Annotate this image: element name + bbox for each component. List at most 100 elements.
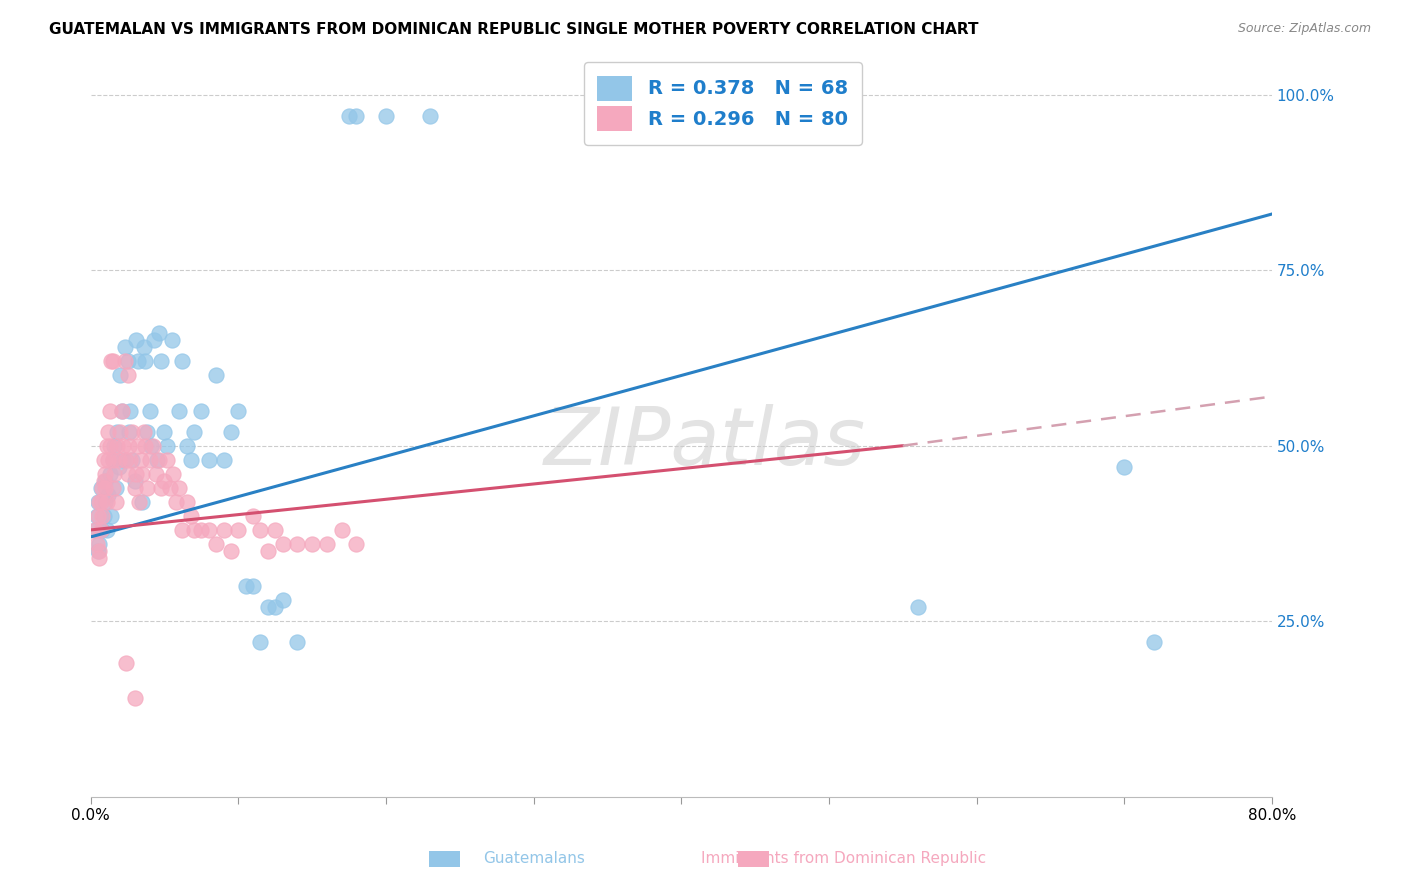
Point	[101, 481, 124, 495]
Point	[120, 452, 142, 467]
Point	[100, 508, 122, 523]
Point	[146, 452, 169, 467]
Point	[90, 495, 112, 509]
Point	[131, 495, 153, 509]
Point	[301, 537, 323, 551]
Point	[118, 439, 141, 453]
Point	[256, 544, 278, 558]
Point	[96, 523, 118, 537]
Point	[94, 481, 117, 495]
Point	[138, 403, 160, 417]
Point	[107, 452, 129, 467]
Point	[98, 467, 121, 481]
Point	[114, 354, 136, 368]
Point	[419, 109, 441, 123]
Point	[205, 368, 228, 383]
Point	[94, 474, 117, 488]
Point	[131, 467, 153, 481]
Point	[117, 467, 139, 481]
Point	[101, 354, 124, 368]
Point	[117, 354, 139, 368]
Point	[112, 452, 135, 467]
Point	[97, 452, 120, 467]
Point	[105, 439, 128, 453]
Point	[86, 508, 108, 523]
Point	[135, 425, 157, 439]
Point	[907, 600, 929, 615]
Point	[107, 459, 129, 474]
Point	[115, 657, 138, 671]
Point	[114, 340, 136, 354]
Point	[118, 425, 141, 439]
Point	[127, 439, 149, 453]
Point	[98, 403, 121, 417]
Point	[97, 425, 120, 439]
Point	[97, 488, 120, 502]
Point	[285, 537, 308, 551]
Point	[264, 523, 287, 537]
Point	[89, 551, 111, 566]
Point	[100, 354, 122, 368]
Point	[124, 474, 146, 488]
Point	[197, 452, 219, 467]
Point	[84, 523, 107, 537]
Point	[87, 495, 110, 509]
Point	[160, 334, 183, 348]
Point	[176, 495, 198, 509]
Point	[129, 452, 152, 467]
Point	[197, 523, 219, 537]
Point	[111, 403, 134, 417]
Point	[219, 544, 242, 558]
Point	[271, 593, 294, 607]
Point	[86, 537, 108, 551]
Point	[103, 439, 125, 453]
Point	[176, 439, 198, 453]
Point	[101, 452, 124, 467]
Point	[1143, 635, 1166, 649]
Point	[90, 523, 112, 537]
Point	[285, 635, 308, 649]
Point	[226, 523, 249, 537]
Point	[135, 481, 157, 495]
Point	[271, 537, 294, 551]
Point	[104, 481, 127, 495]
Point	[242, 579, 264, 593]
Text: ZIPatlas: ZIPatlas	[544, 404, 866, 482]
Point	[101, 452, 124, 467]
Point	[235, 579, 257, 593]
Point	[103, 467, 125, 481]
Point	[104, 495, 127, 509]
Point	[205, 537, 228, 551]
Legend: R = 0.378   N = 68, R = 0.296   N = 80: R = 0.378 N = 68, R = 0.296 N = 80	[583, 62, 862, 145]
Point	[162, 467, 184, 481]
Point	[115, 452, 138, 467]
Text: GUATEMALAN VS IMMIGRANTS FROM DOMINICAN REPUBLIC SINGLE MOTHER POVERTY CORRELATI: GUATEMALAN VS IMMIGRANTS FROM DOMINICAN …	[49, 22, 979, 37]
Point	[344, 109, 367, 123]
Point	[134, 354, 156, 368]
Point	[108, 425, 131, 439]
Point	[121, 425, 143, 439]
Point	[93, 508, 115, 523]
Point	[183, 425, 205, 439]
Point	[124, 691, 146, 706]
Point	[134, 439, 156, 453]
Point	[141, 439, 163, 453]
Point	[89, 537, 111, 551]
Point	[91, 481, 114, 495]
Point	[249, 635, 271, 649]
Point	[143, 334, 166, 348]
Point	[94, 467, 117, 481]
Point	[226, 403, 249, 417]
Point	[167, 403, 190, 417]
Point	[212, 452, 235, 467]
Point	[156, 439, 179, 453]
Point	[87, 508, 110, 523]
Point	[96, 439, 118, 453]
Point	[93, 452, 115, 467]
Point	[172, 354, 194, 368]
Point	[1114, 459, 1136, 474]
Point	[91, 508, 114, 523]
Point	[156, 452, 179, 467]
Text: Guatemalans: Guatemalans	[484, 851, 585, 865]
Point	[183, 523, 205, 537]
